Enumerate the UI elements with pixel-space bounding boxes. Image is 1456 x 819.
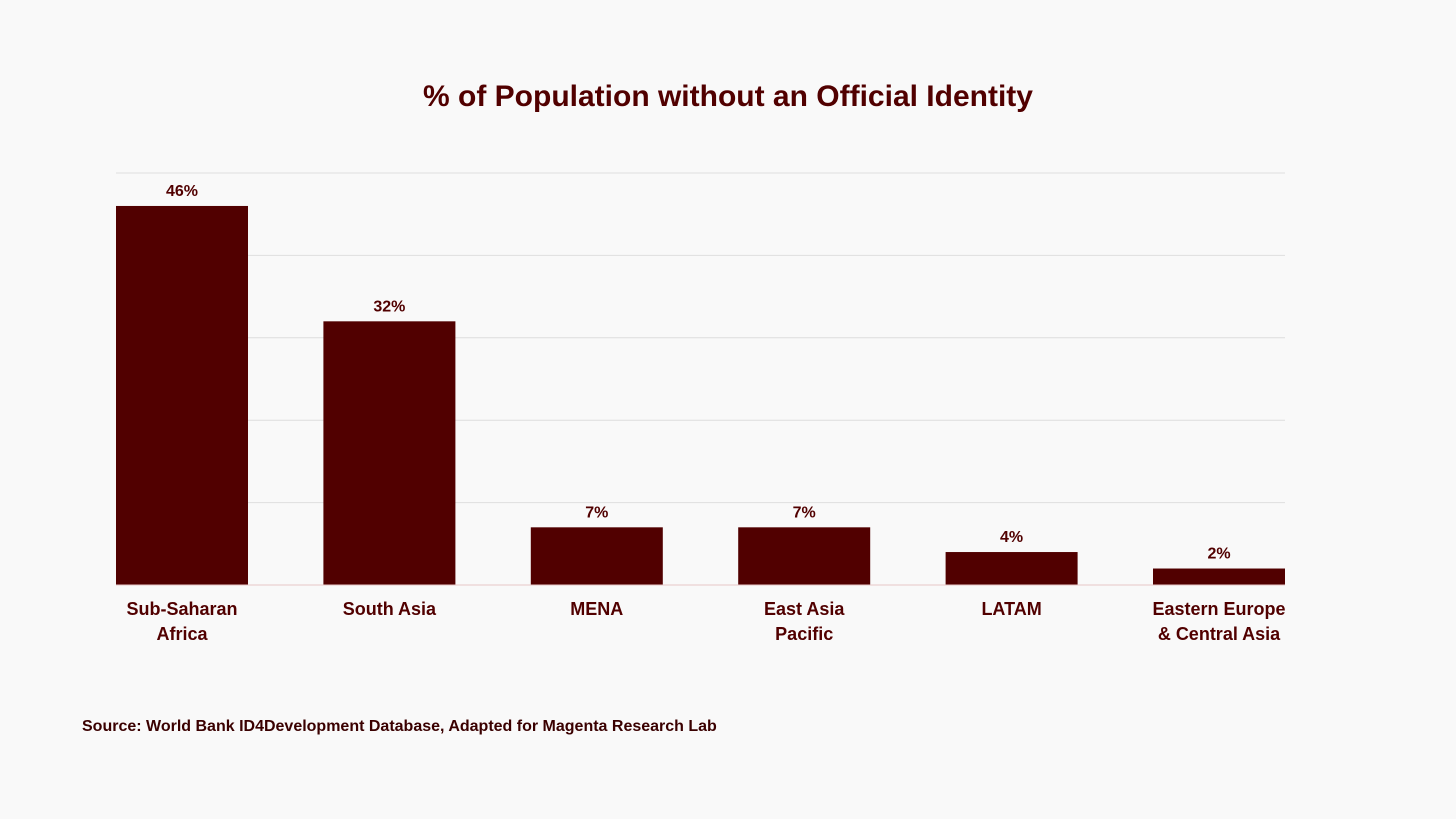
bar [738, 527, 871, 585]
category-label: East Asia Pacific [764, 599, 845, 644]
bar-value-label: 4% [1000, 529, 1023, 546]
bar [1153, 568, 1285, 585]
bar-value-label: 46% [166, 183, 198, 200]
bar [116, 205, 248, 585]
category-label: LATAM [981, 599, 1041, 619]
bar-value-label: 7% [585, 504, 608, 521]
bar-value-label: 32% [373, 298, 405, 315]
category-label: Eastern Europe & Central Asia [1152, 599, 1285, 644]
category-label: Sub-Saharan Africa [126, 599, 237, 644]
category-label: MENA [570, 599, 623, 619]
category-label: South Asia [343, 599, 437, 619]
chart-title: % of Population without an Official Iden… [423, 80, 1033, 113]
bar-value-label: 7% [793, 504, 816, 521]
bar [945, 552, 1078, 585]
bar [323, 321, 456, 585]
bar [530, 527, 663, 585]
bar-value-label: 2% [1207, 546, 1230, 563]
source-note: Source: World Bank ID4Development Databa… [82, 718, 717, 735]
